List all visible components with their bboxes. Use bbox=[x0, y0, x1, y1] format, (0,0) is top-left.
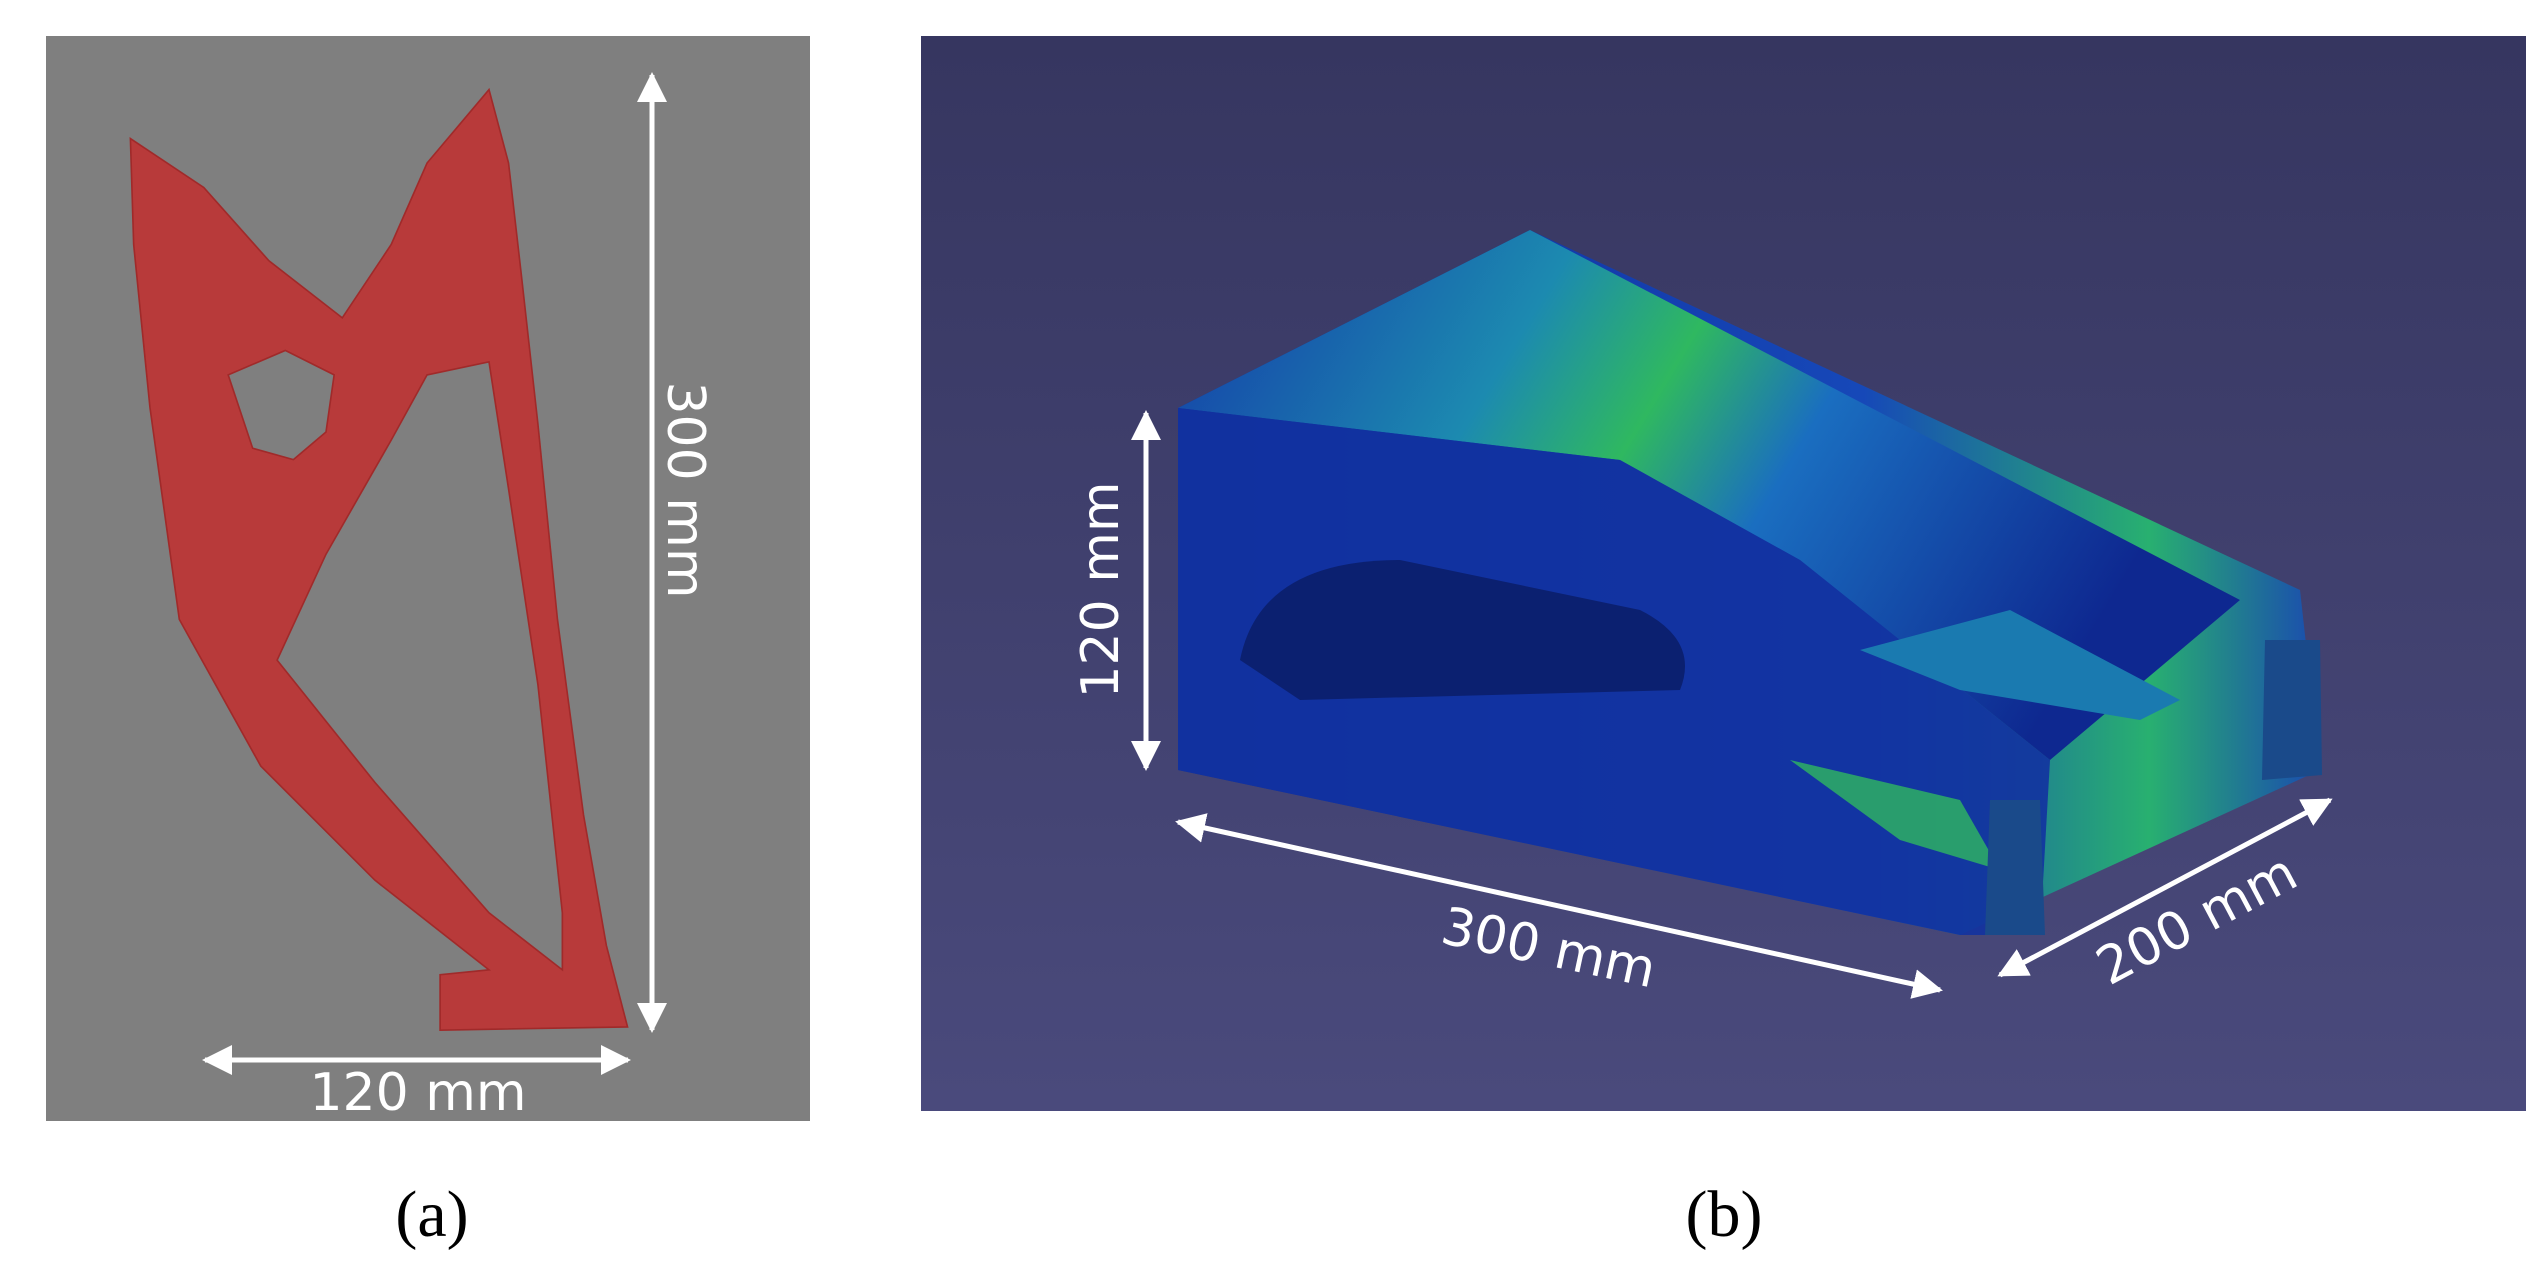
red-shape bbox=[129, 87, 629, 1031]
length-arrow bbox=[1175, 813, 1943, 999]
caption-b: (b) bbox=[1686, 1178, 1763, 1251]
cross-section bbox=[129, 87, 629, 1031]
caption-a: (a) bbox=[395, 1178, 468, 1251]
depth-arrow bbox=[1997, 797, 2333, 978]
panel-a: 300 mm 120 mm bbox=[46, 36, 810, 1123]
part-render bbox=[1178, 230, 2322, 935]
panel-b: 120 mm 300 mm 200 mm bbox=[921, 36, 2526, 1111]
height-label: 300 mm bbox=[655, 381, 715, 598]
height-label-b: 120 mm bbox=[1071, 481, 1131, 698]
width-label: 120 mm bbox=[309, 1063, 526, 1123]
